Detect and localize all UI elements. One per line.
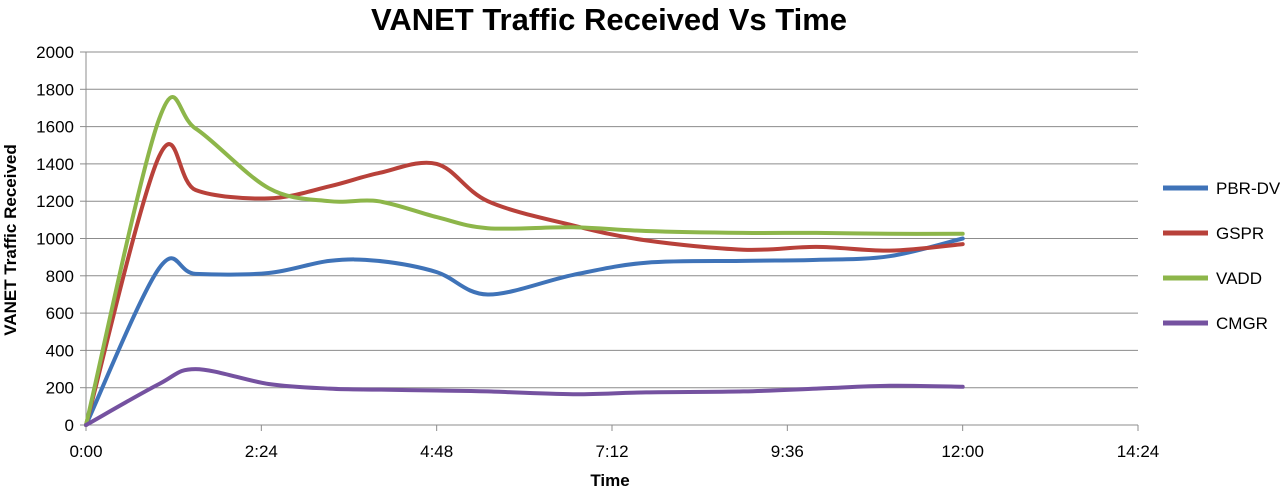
legend-label-gspr: GSPR bbox=[1216, 224, 1264, 243]
y-tick-label: 1000 bbox=[36, 230, 74, 249]
x-tick-label: 7:12 bbox=[595, 442, 628, 461]
series-line-gspr bbox=[84, 142, 965, 427]
x-tick-label: 4:48 bbox=[420, 442, 453, 461]
x-tick-label: 14:24 bbox=[1117, 442, 1160, 461]
axes bbox=[80, 51, 1139, 431]
y-tick-labels: 0 200 400 600 800 1000 1200 1400 1600 1800 2000 bbox=[36, 43, 74, 435]
x-tick-label: 2:24 bbox=[245, 442, 278, 461]
y-tick-label: 200 bbox=[46, 379, 74, 398]
y-tick-label: 1800 bbox=[36, 80, 74, 99]
x-tick-labels: 0:00 2:24 4:48 7:12 9:36 12:00 14:24 bbox=[69, 442, 1159, 461]
y-tick-label: 400 bbox=[46, 341, 74, 360]
y-tick-label: 1200 bbox=[36, 192, 74, 211]
y-tick-label: 2000 bbox=[36, 43, 74, 62]
gridlines bbox=[86, 51, 1138, 389]
x-tick-label: 9:36 bbox=[771, 442, 804, 461]
y-tick-label: 800 bbox=[46, 267, 74, 286]
x-tick-label: 12:00 bbox=[941, 442, 984, 461]
chart-title: VANET Traffic Received Vs Time bbox=[371, 2, 847, 37]
x-axis-label: Time bbox=[590, 471, 629, 489]
y-axis-label: VANET Traffic Received bbox=[1, 144, 20, 335]
series-line-pbr-dv bbox=[84, 236, 965, 427]
series-lines bbox=[84, 95, 965, 427]
x-tick-label: 0:00 bbox=[69, 442, 102, 461]
legend-label-pbr-dv: PBR-DV bbox=[1216, 179, 1280, 198]
y-tick-label: 1400 bbox=[36, 155, 74, 174]
series-line-vadd bbox=[84, 95, 965, 427]
legend-label-cmgr: CMGR bbox=[1216, 314, 1268, 333]
y-tick-label: 1600 bbox=[36, 118, 74, 137]
legend: PBR-DV GSPR VADD CMGR bbox=[1163, 179, 1280, 333]
legend-label-vadd: VADD bbox=[1216, 269, 1262, 288]
y-tick-label: 0 bbox=[65, 416, 74, 435]
y-tick-label: 600 bbox=[46, 304, 74, 323]
series-line-cmgr bbox=[84, 367, 965, 427]
